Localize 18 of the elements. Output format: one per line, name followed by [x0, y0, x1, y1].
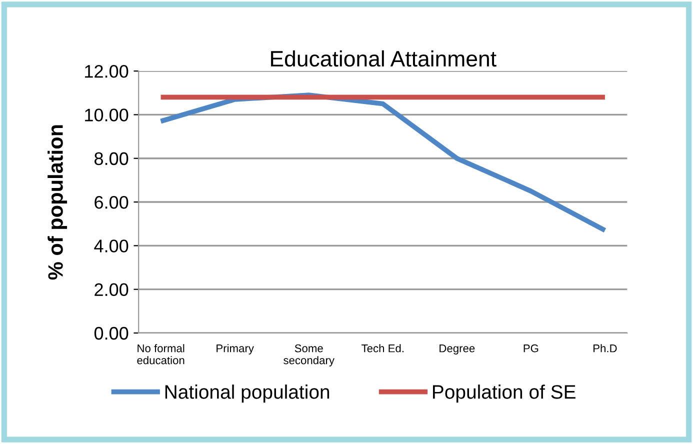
x-tick-label: Ph.D [594, 344, 617, 352]
y-tick-label: 4.00 [94, 240, 128, 252]
y-tick-label: 12.00 [85, 64, 128, 78]
y-tick-label: 0.00 [94, 326, 128, 340]
x-tick-label: Primary [216, 344, 254, 354]
x-tick-label: Tech Ed. [362, 344, 404, 352]
x-tick-label: PG [524, 344, 538, 352]
y-tick-label: 8.00 [94, 152, 128, 166]
y-tick-label: 6.00 [94, 196, 128, 209]
legend-label: National population [165, 384, 330, 403]
y-tick-label: 2.00 [94, 283, 128, 296]
y-tick-label: 10.00 [85, 108, 128, 122]
x-tick-label: Some secondary [284, 344, 334, 366]
y-axis-title: % of population [48, 125, 68, 280]
x-tick-label: No formal education [137, 344, 184, 364]
legend-label: Population of SE [433, 384, 576, 403]
chart-title: Educational Attainment [271, 50, 496, 67]
x-tick-label: Degree [440, 344, 475, 354]
